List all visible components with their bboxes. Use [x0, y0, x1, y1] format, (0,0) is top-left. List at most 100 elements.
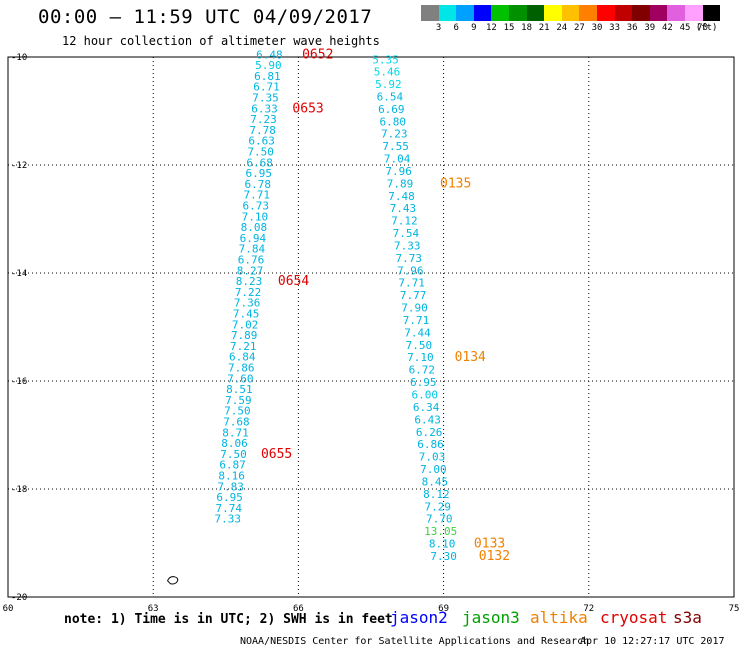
wave-height-value: 13.05 — [424, 525, 457, 538]
wave-height-value: 6.69 — [378, 103, 405, 116]
wave-height-value: 7.83 — [217, 480, 244, 493]
legend-label: 39 — [644, 23, 656, 33]
wave-height-value: 7.48 — [388, 190, 415, 203]
wave-height-value: 7.86 — [228, 362, 255, 375]
wave-height-value: 7.36 — [234, 297, 261, 310]
legend-label: 21 — [538, 23, 550, 33]
wave-height-value: 6.71 — [253, 81, 280, 94]
map-border — [7, 56, 735, 598]
island-outline — [166, 576, 179, 585]
island-shape — [166, 576, 179, 585]
map-title: 00:00 – 11:59 UTC 04/09/2017 — [38, 6, 373, 28]
satellite-label-s3a: s3a — [673, 608, 702, 627]
legend-swatch — [702, 5, 721, 21]
wave-height-value: 6.81 — [254, 70, 281, 83]
satellite-label-jason2: jason2 — [390, 608, 448, 627]
wave-height-value: 8.23 — [236, 275, 263, 288]
time-label: 0134 — [455, 350, 486, 365]
wave-height-value: 7.50 — [406, 339, 433, 352]
wave-height-value: 7.96 — [385, 165, 412, 178]
wave-height-value: 7.73 — [396, 252, 423, 265]
wave-height-value: 8.16 — [218, 470, 245, 483]
wave-height-value: 7.71 — [244, 189, 271, 202]
legend-swatch — [632, 5, 650, 21]
lat-tick-label: -18 — [11, 485, 27, 495]
wave-height-value: 7.84 — [239, 243, 266, 256]
legend-swatch — [649, 5, 668, 21]
legend-label: 30 — [591, 23, 603, 33]
wave-height-value: 7.35 — [252, 92, 279, 105]
wave-height-value: 7.90 — [401, 302, 428, 315]
wave-height-value: 7.10 — [407, 351, 434, 364]
wave-height-value: 6.63 — [248, 135, 275, 148]
wave-height-value: 6.86 — [417, 438, 444, 451]
wave-height-value: 7.55 — [382, 140, 409, 153]
wave-height-value: 8.27 — [237, 264, 264, 277]
time-label: 0652 — [302, 47, 333, 62]
legend-label: 6 — [453, 23, 459, 33]
legend-label: 27 — [573, 23, 585, 33]
wave-height-value: 7.78 — [249, 124, 276, 137]
legend-swatch — [544, 5, 562, 21]
wave-height-value: 6.48 — [256, 48, 283, 61]
wave-height-value: 7.77 — [400, 289, 427, 302]
wave-height-value: 8.12 — [423, 488, 450, 501]
legend-swatch — [667, 5, 685, 21]
wave-height-value: 6.80 — [380, 115, 407, 128]
wave-height-value: 7.00 — [420, 463, 447, 476]
wave-height-value: 7.59 — [225, 394, 252, 407]
wave-height-value: 7.44 — [404, 326, 431, 339]
wave-height-value: 6.68 — [246, 156, 273, 169]
wave-height-value: 6.78 — [244, 178, 271, 191]
lon-tick-label: 60 — [3, 604, 14, 614]
wave-height-value: 7.33 — [214, 513, 241, 526]
time-label: 0653 — [292, 101, 323, 116]
lon-tick-label: 75 — [729, 604, 740, 614]
legend-label: 70 — [697, 23, 709, 33]
legend-label: 36 — [626, 23, 638, 33]
wave-height-value: 7.45 — [233, 308, 260, 321]
legend-label: 24 — [556, 23, 568, 33]
legend-swatch — [596, 5, 615, 21]
wave-height-value: 8.06 — [221, 437, 248, 450]
wave-height-value: 7.74 — [215, 502, 242, 515]
legend-label: 18 — [521, 23, 533, 33]
wave-height-value: 6.95 — [216, 491, 243, 504]
wave-height-value: 6.26 — [416, 426, 443, 439]
map-frame — [7, 56, 735, 598]
wave-height-value: 7.02 — [232, 318, 259, 331]
wave-height-value: 7.33 — [394, 239, 421, 252]
wave-height-value: 7.23 — [250, 113, 277, 126]
legend-swatch — [508, 5, 527, 21]
wave-height-value: 7.68 — [223, 416, 250, 429]
satellite-label-altika: altika — [530, 608, 588, 627]
legend-swatch — [579, 5, 597, 21]
wave-height-value: 7.70 — [426, 513, 453, 526]
lat-tick-label: -10 — [11, 53, 27, 63]
wave-height-value: 6.00 — [411, 389, 438, 402]
map-grid — [8, 57, 734, 597]
wave-height-value: 7.12 — [391, 215, 418, 228]
lat-tick-label: -12 — [11, 161, 27, 171]
legend-label: 12 — [485, 23, 497, 33]
time-label: 0135 — [440, 176, 471, 191]
credit-line: NOAA/NESDIS Center for Satellite Applica… — [240, 636, 590, 647]
time-label: 0133 — [474, 537, 505, 552]
legend-swatch — [491, 5, 509, 21]
wave-height-value: 7.50 — [220, 448, 247, 461]
wave-height-value: 7.22 — [235, 286, 262, 299]
wave-height-value: 7.89 — [231, 329, 258, 342]
wave-height-value: 7.71 — [403, 314, 430, 327]
legend-swatch — [438, 5, 457, 21]
wave-height-value: 7.29 — [425, 500, 452, 513]
wave-height-value: 8.71 — [222, 426, 249, 439]
wave-height-value: 6.94 — [240, 232, 267, 245]
wave-height-value: 6.73 — [243, 200, 270, 213]
wave-height-value: 6.72 — [409, 364, 436, 377]
wave-height-value: 7.04 — [384, 153, 411, 166]
wave-height-value: 7.54 — [393, 227, 420, 240]
wave-height-value: 7.89 — [387, 177, 414, 190]
color-legend-labels: 3 6 9 12 15 18 21 24 27 30 33 36 39 42 45 70 (ft) — [421, 23, 740, 35]
wave-height-value: 6.84 — [229, 351, 256, 364]
wave-height-value: 7.50 — [224, 405, 251, 418]
